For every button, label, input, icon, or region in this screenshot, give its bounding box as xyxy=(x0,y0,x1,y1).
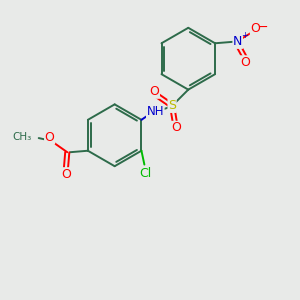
Text: O: O xyxy=(149,85,159,98)
Text: O: O xyxy=(45,131,55,144)
Text: CH₃: CH₃ xyxy=(12,132,32,142)
Text: Cl: Cl xyxy=(140,167,152,180)
Text: O: O xyxy=(250,22,260,35)
Text: O: O xyxy=(172,122,182,134)
Text: S: S xyxy=(168,99,176,112)
Text: +: + xyxy=(241,31,248,40)
Text: NH: NH xyxy=(146,105,164,118)
Text: −: − xyxy=(257,21,268,34)
Text: O: O xyxy=(61,168,71,181)
Text: N: N xyxy=(233,35,242,48)
Text: O: O xyxy=(240,56,250,69)
